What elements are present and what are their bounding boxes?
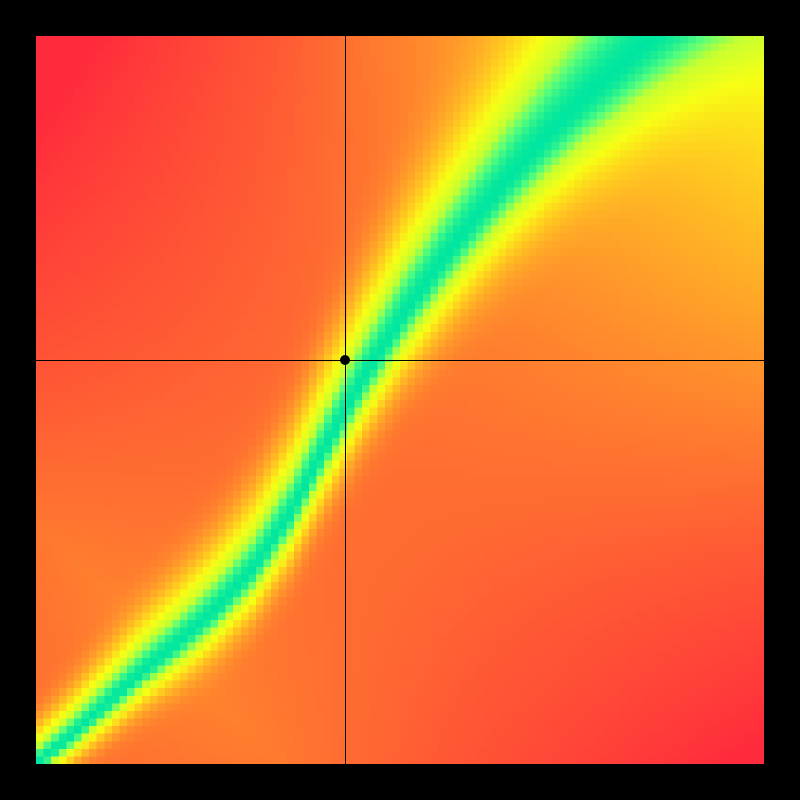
credit-text: TheBottleneck.com — [594, 8, 782, 34]
heatmap-canvas — [36, 36, 764, 764]
crosshair-vertical — [345, 36, 346, 764]
plot-area — [36, 36, 764, 764]
chart-root: { "credit": { "text": "TheBottleneck.com… — [0, 0, 800, 800]
marker-point — [340, 355, 350, 365]
crosshair-horizontal — [36, 360, 764, 361]
